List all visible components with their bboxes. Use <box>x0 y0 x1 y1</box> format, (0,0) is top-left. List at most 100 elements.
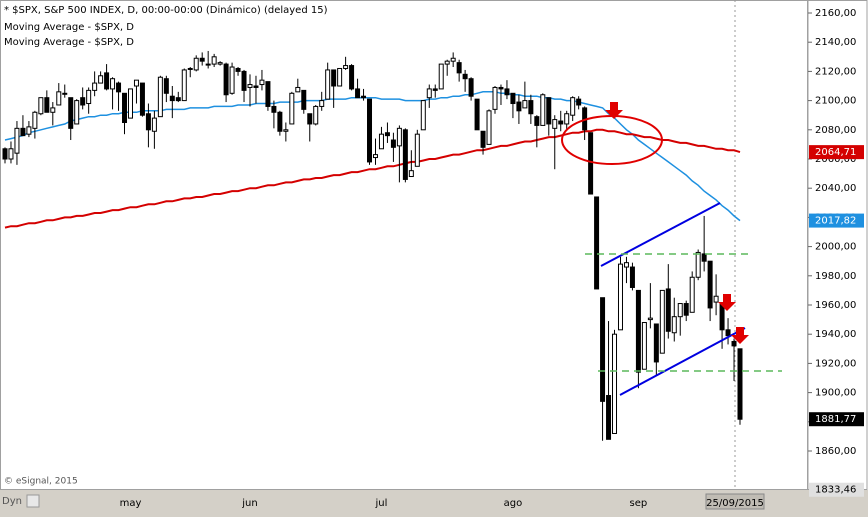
candle-body <box>44 97 50 113</box>
candle-body <box>384 132 390 137</box>
moving-average <box>4 128 741 229</box>
candle-body <box>623 262 629 268</box>
y-tick-label: 2160,00 <box>815 8 856 19</box>
price-tag <box>809 412 864 427</box>
candle-body <box>32 111 38 129</box>
candle-body <box>104 72 110 90</box>
candle-body <box>420 100 426 131</box>
candle-body <box>86 89 92 105</box>
candle-body <box>193 57 199 71</box>
candle-body <box>367 98 373 163</box>
candle-body <box>271 105 277 113</box>
candle-body <box>677 303 683 318</box>
candle-body <box>265 81 271 107</box>
candle-body <box>438 63 444 90</box>
moving-average <box>4 91 741 222</box>
price-tag-label: 2017,82 <box>815 216 856 227</box>
candle-body <box>241 70 247 91</box>
y-tick-label: 2100,00 <box>815 96 856 107</box>
candle-body <box>331 69 337 87</box>
candle-body <box>223 63 229 96</box>
arrow <box>605 102 623 119</box>
x-tick-label: may <box>120 498 142 509</box>
candle-body <box>319 100 325 107</box>
candle-body <box>92 82 98 91</box>
candle-body <box>492 86 498 110</box>
study-label: Moving Average - $SPX, D <box>4 22 134 33</box>
candle-body <box>372 154 378 159</box>
candle-body <box>80 97 86 106</box>
study-label: Moving Average - $SPX, D <box>4 37 134 48</box>
candle-body <box>187 67 193 70</box>
candle-body <box>68 97 74 129</box>
candle-body <box>390 139 396 148</box>
y-tick-label: 2000,00 <box>815 242 856 253</box>
candle-body <box>337 67 343 87</box>
candle-body <box>14 127 20 154</box>
candle-body <box>474 98 480 131</box>
candle-body <box>558 120 564 125</box>
candle-body <box>211 56 217 65</box>
price-tag-label: 1881,77 <box>815 414 856 425</box>
candle-body <box>145 113 151 131</box>
candle-body <box>20 127 26 137</box>
candle-body <box>402 129 408 180</box>
candle-body <box>295 86 301 93</box>
candle-body <box>576 98 582 106</box>
y-tick-label: 1980,00 <box>815 271 856 282</box>
candle-body <box>504 88 510 96</box>
y-tick-label: 2040,00 <box>815 183 856 194</box>
candle-body <box>498 86 504 90</box>
candle-body <box>594 196 600 290</box>
mode-label: Dyn <box>2 496 22 507</box>
candle-body <box>74 100 80 125</box>
candle-body <box>486 110 492 145</box>
candle-body <box>38 97 44 115</box>
candle-body <box>510 92 516 105</box>
candle-body <box>719 303 725 331</box>
candle-body <box>713 295 719 303</box>
candle-body <box>516 101 522 112</box>
candle-body <box>122 92 128 124</box>
candle-body <box>629 266 635 288</box>
candle-body <box>432 88 438 91</box>
candle-body <box>671 316 677 334</box>
candle-body <box>731 341 737 347</box>
candle-body <box>205 63 211 66</box>
candle-body <box>217 62 223 65</box>
candle-body <box>98 75 104 84</box>
x-tick-label: 25/09/2015 <box>706 498 764 509</box>
candle-body <box>110 78 116 90</box>
candle-body <box>247 84 253 88</box>
candle-body <box>343 65 349 69</box>
candle-body <box>570 97 576 116</box>
y-tick-label: 1900,00 <box>815 388 856 399</box>
candle-body <box>313 105 319 125</box>
y-tick-label: 1940,00 <box>815 329 856 340</box>
candle-body <box>307 113 313 125</box>
candle-body <box>133 79 139 87</box>
candle-body <box>612 333 618 434</box>
mode-button[interactable] <box>26 494 40 508</box>
date-highlight <box>705 493 765 510</box>
x-tick-label: ago <box>504 498 523 509</box>
candle-body <box>701 253 707 262</box>
candle-body <box>546 97 552 125</box>
candle-body <box>707 260 713 309</box>
candle-body <box>540 94 546 126</box>
y-tick-label: 2120,00 <box>815 66 856 77</box>
x-tick-label: sep <box>630 498 648 509</box>
candle-body <box>2 148 8 160</box>
candle-body <box>151 117 157 132</box>
chart-title: * $SPX, S&P 500 INDEX, D, 00:00-00:00 (D… <box>4 4 328 16</box>
candle-body <box>462 73 468 80</box>
arrow <box>731 327 749 344</box>
price-tag-label: 2064,71 <box>815 147 856 158</box>
candle-body <box>444 60 450 65</box>
marks <box>2 0 743 490</box>
candle-body <box>175 97 181 102</box>
arrow <box>718 294 736 311</box>
